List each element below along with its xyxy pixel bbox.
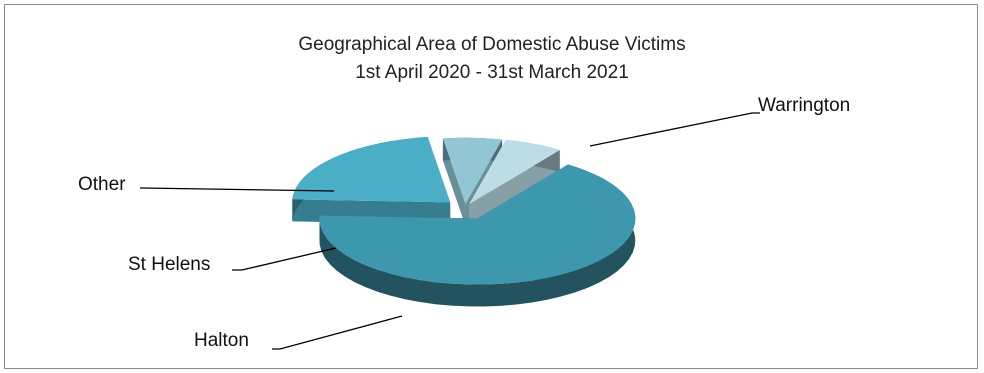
pie-slice-halton [292, 137, 450, 224]
leader-line-warrington [590, 113, 760, 146]
slice-label-st-helens: St Helens [128, 254, 210, 276]
slice-label-other: Other [78, 174, 126, 196]
leader-line-halton [272, 316, 402, 349]
leader-line-st-helens [232, 248, 336, 270]
slice-label-halton: Halton [194, 330, 249, 352]
slice-label-warrington: Warrington [758, 95, 850, 117]
